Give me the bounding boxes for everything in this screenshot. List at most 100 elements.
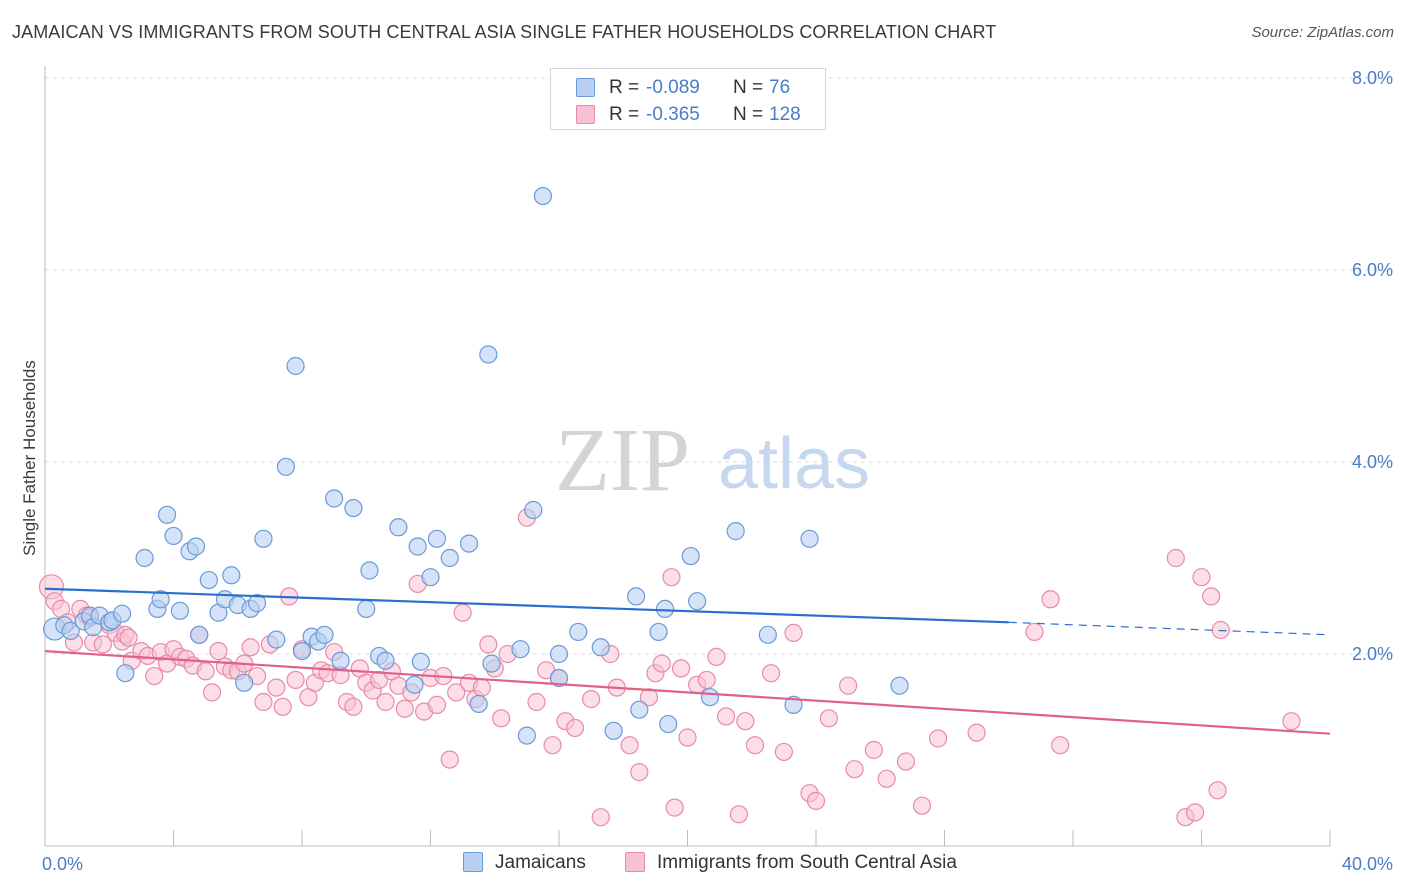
blue-point [591,638,610,657]
blue-point [222,566,241,585]
pink-point [145,666,164,686]
pink-point [209,642,228,661]
blue-point [482,654,501,673]
blue-point [524,500,543,520]
blue-series-points [43,186,909,745]
blue-point [427,529,447,548]
blue-point [890,676,909,695]
pink-point [678,728,697,747]
watermark-zip: ZIP [555,411,690,510]
legend-swatch-blue [576,78,595,97]
trend-lines [44,587,1331,735]
blue-point [331,651,350,670]
pink-point [440,750,459,769]
blue-point [459,534,479,553]
blue-point [247,594,267,613]
blue-point [151,590,170,609]
blue-point [286,356,305,376]
pink-point [896,752,916,771]
pink-point [761,664,781,683]
legend-swatch-pink [576,105,595,124]
legend-row-immigrants: R = -0.365 N = 128 [551,101,827,127]
pink-point [716,707,736,726]
blue-trend-extension [1008,621,1331,636]
blue-point [157,505,177,524]
blue-point [199,570,218,590]
legend-r-label: R = [609,104,640,125]
pink-point [543,736,562,755]
blue-point [405,675,424,694]
pink-point [864,740,883,760]
pink-point [427,695,447,714]
pink-point [1025,622,1044,642]
pink-point [1166,548,1185,568]
chart-title: JAMAICAN VS IMMIGRANTS FROM SOUTH CENTRA… [12,22,997,42]
y-tick-label: 4.0% [1352,452,1393,472]
pink-point [273,697,292,716]
blue-point [267,630,286,649]
blue-point [517,726,536,745]
legend-row-jamaicans: R = -0.089 N = 76 [551,74,827,100]
blue-point [164,526,183,546]
pink-point [254,692,273,712]
blue-point [630,700,649,719]
legend-r-value: -0.089 [646,77,700,98]
pink-point [845,760,864,779]
blue-point [112,604,132,623]
pink-point [620,736,639,755]
pink-point [1208,781,1227,800]
pink-point [839,676,858,695]
blue-point [511,640,530,659]
pink-point [697,670,716,690]
pink-point [119,628,138,647]
y-tick-label: 8.0% [1352,68,1393,88]
blue-point [186,537,206,556]
blue-point [533,186,553,206]
blue-point [190,625,209,644]
pink-point [1282,712,1301,731]
series-legend: Jamaicans Immigrants from South Central … [0,852,1406,878]
pink-point [784,623,803,642]
pink-point [819,709,838,728]
blue-point [479,345,498,364]
legend-swatch-blue [463,852,483,872]
blue-point [800,529,819,548]
pink-point [652,654,671,673]
legend-n-value: 128 [769,104,801,125]
blue-point [626,587,646,606]
pink-point [93,635,112,654]
y-tick-label: 2.0% [1352,644,1393,664]
legend-item-immigrants: Immigrants from South Central Asia [625,852,957,874]
pink-point [241,638,260,657]
pink-series-points [38,508,1301,827]
pink-point [1051,736,1070,755]
watermark: ZIP atlas [555,411,870,510]
pink-point [582,690,601,709]
pink-point [665,798,684,817]
blue-point [254,529,273,548]
blue-point [170,601,190,620]
y-tick-label: 6.0% [1352,260,1393,280]
pink-point [1192,568,1211,587]
correlation-legend: R = -0.089 N = 76 R = -0.365 N = 128 [550,68,826,130]
pink-point [729,805,749,824]
blue-point [292,642,312,661]
blue-point [61,621,80,641]
blue-point [569,622,588,642]
pink-point [1202,587,1221,606]
legend-item-jamaicans: Jamaicans [463,852,586,874]
pink-point [1185,803,1205,822]
pink-point [196,662,215,681]
blue-point [411,652,430,671]
legend-r-value: -0.365 [646,104,700,125]
pink-point [806,791,826,810]
pink-point [707,647,726,666]
blue-point [344,498,363,518]
pink-point [565,718,585,738]
blue-point [357,599,376,618]
pink-point [774,742,793,762]
gridlines [45,77,1395,655]
pink-point [202,683,222,702]
source-credit: Source: ZipAtlas.com [1251,24,1394,41]
